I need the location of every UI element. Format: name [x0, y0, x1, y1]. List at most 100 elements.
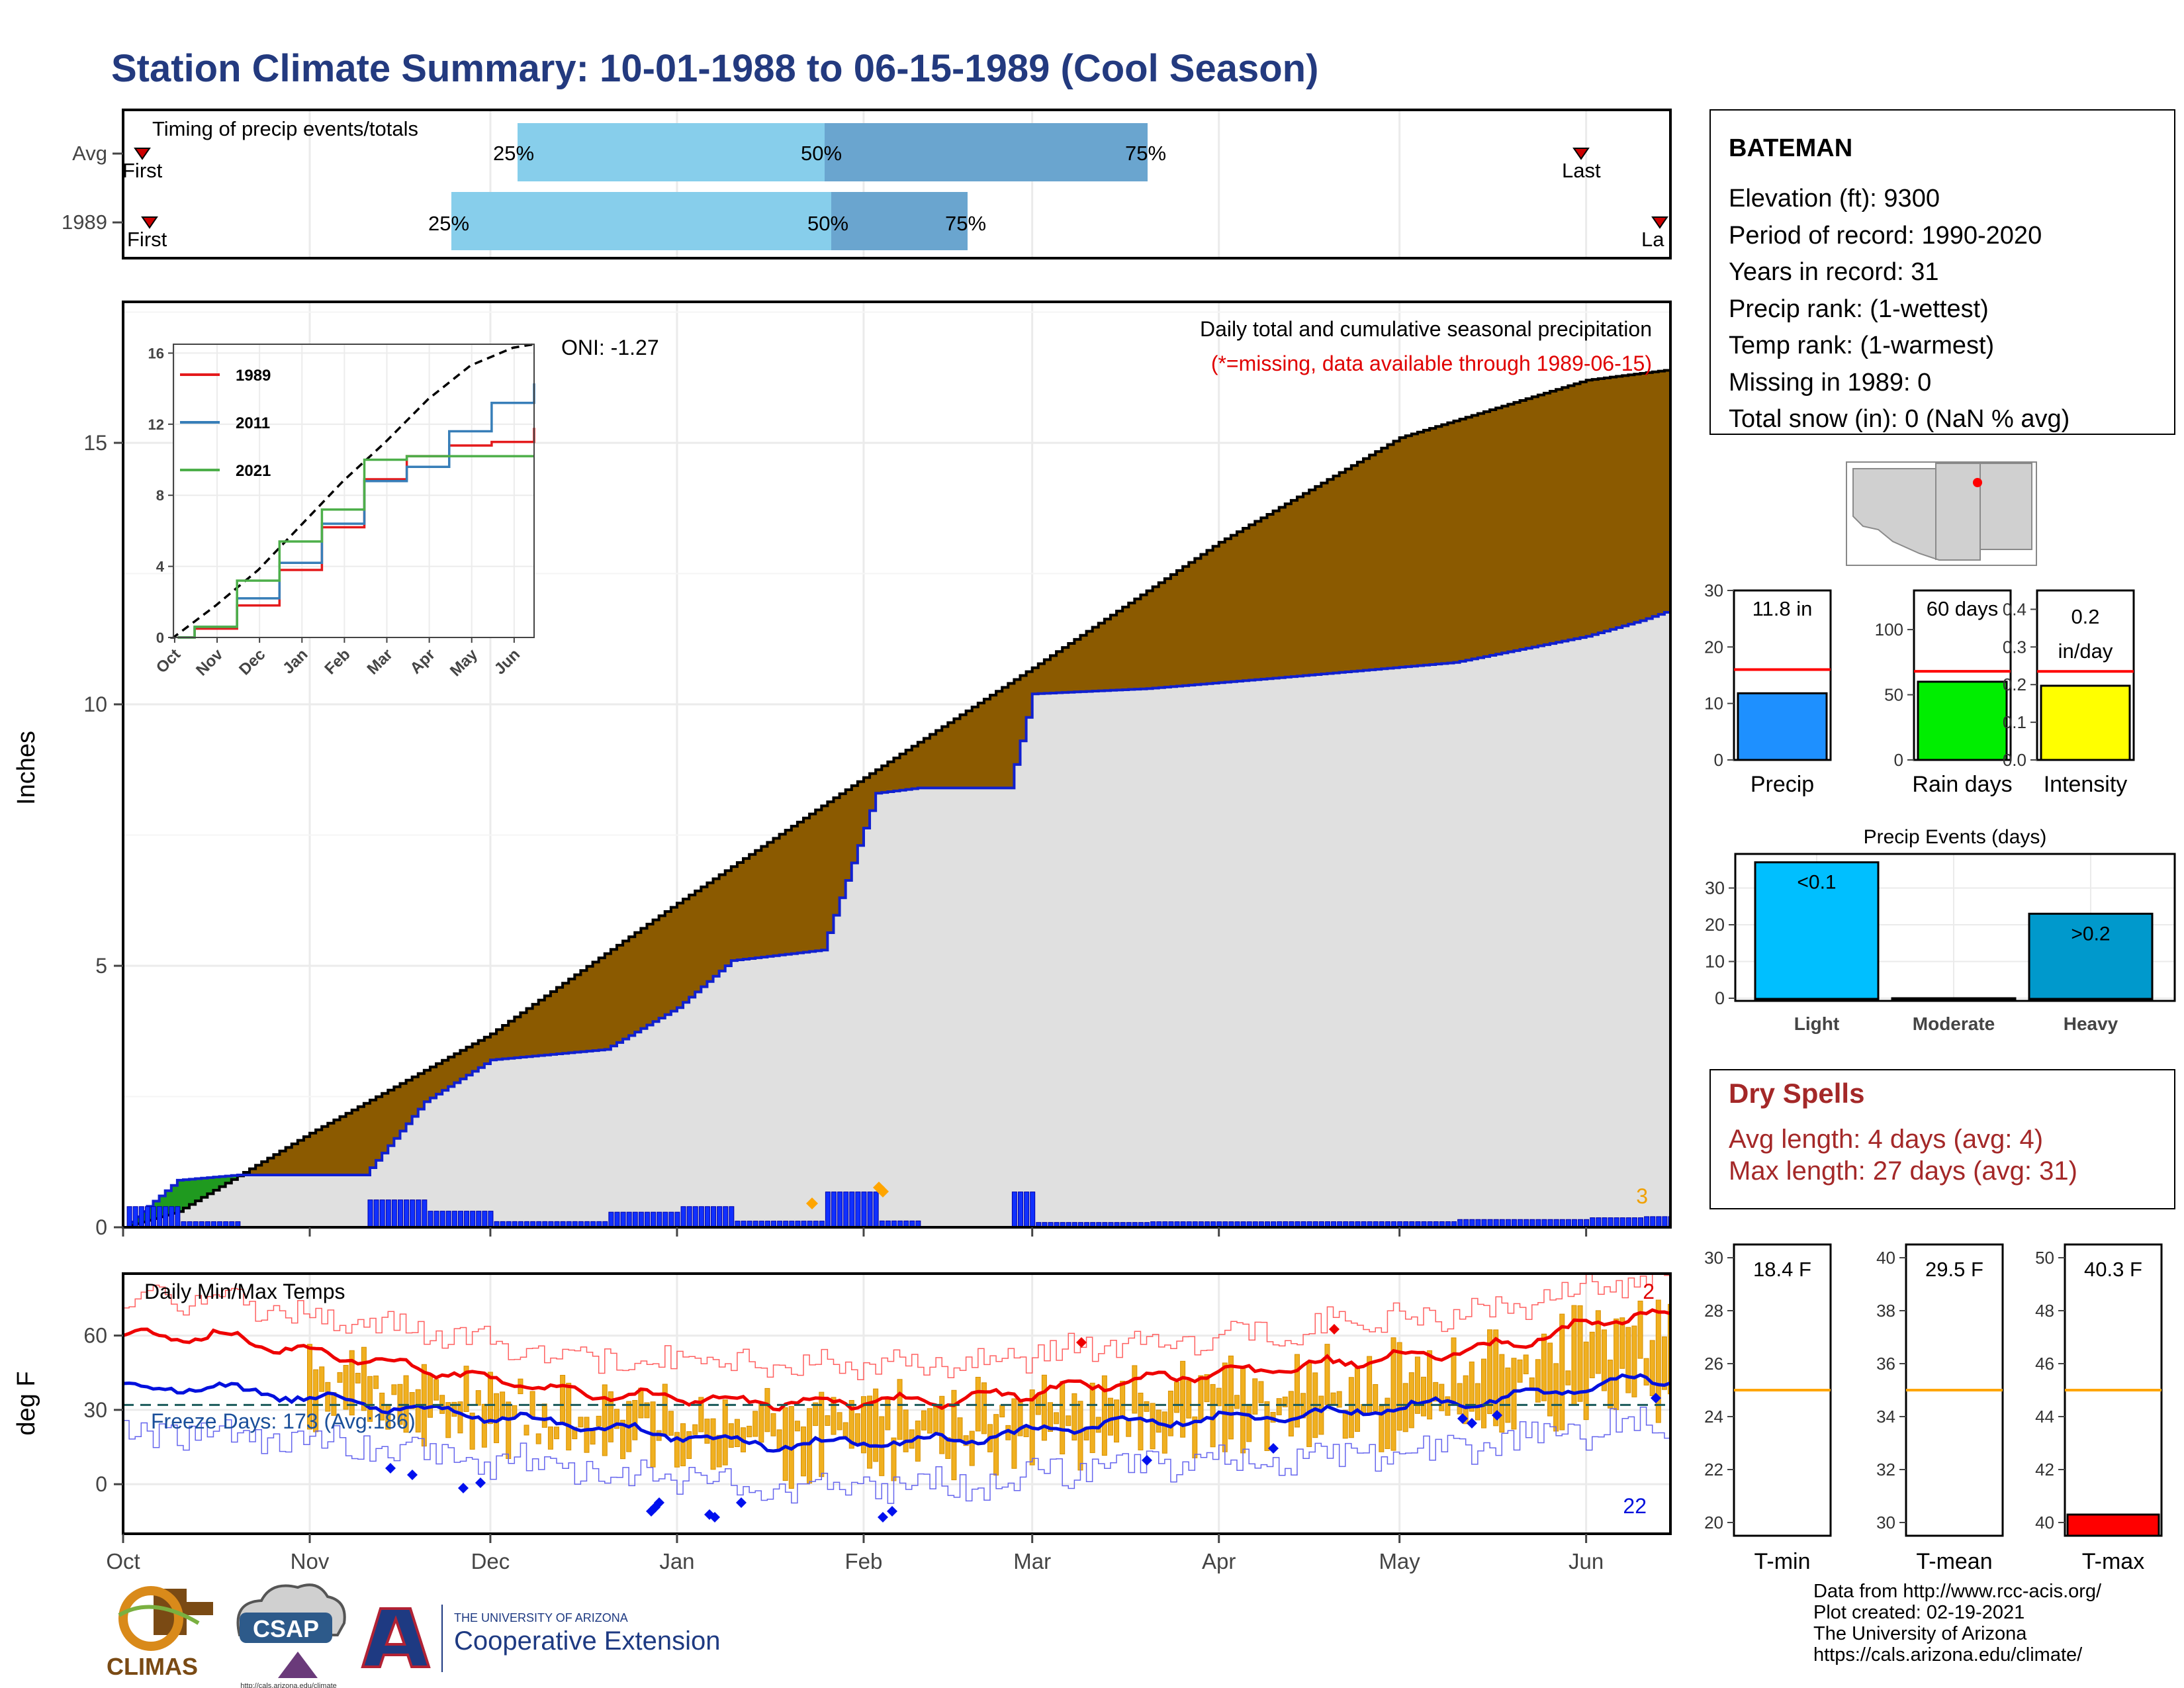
events-bar-heavy	[2028, 912, 2154, 1000]
daily-precip-bar	[217, 1221, 223, 1227]
month-tick-label: Apr	[1202, 1549, 1236, 1573]
station-line-years: Years in record: 31	[1729, 258, 1939, 286]
daily-precip-bar	[1619, 1217, 1625, 1227]
daily-precip-bar	[1451, 1221, 1457, 1227]
daily-precip-bar	[187, 1221, 193, 1227]
daily-precip-bar	[1421, 1221, 1427, 1227]
daily-precip-bar	[422, 1199, 428, 1227]
daily-temp-bar	[1294, 1354, 1300, 1428]
daily-temp-bar	[337, 1372, 343, 1383]
missing-note: (*=missing, data available through 1989-…	[1211, 352, 1652, 375]
daily-temp-bar	[1246, 1405, 1252, 1442]
daily-temp-bar	[1608, 1359, 1614, 1409]
climas-logo: CLIMAS	[107, 1586, 213, 1680]
daily-precip-bar	[1608, 1217, 1614, 1227]
temp-y-tick: 30	[83, 1398, 107, 1422]
inset-legend-label: 1989	[236, 367, 271, 385]
temp-bar-chart-t-mean: 30 32 34 36 38 40 29.5 F T-mean	[1876, 1243, 2004, 1574]
daily-temp-bar	[800, 1426, 806, 1477]
daily-temp-bar	[957, 1417, 963, 1442]
daily-temp-bar	[1487, 1329, 1493, 1415]
daily-temp-bar	[692, 1424, 698, 1435]
temp-bar-tick: 38	[1876, 1301, 1895, 1321]
daily-precip-bar	[235, 1221, 241, 1227]
daily-temp-bar	[662, 1383, 668, 1436]
daily-precip-bar	[476, 1211, 482, 1227]
temp-bar-tick: 28	[1704, 1301, 1723, 1321]
temp-count-max: 2	[1643, 1280, 1655, 1303]
daily-precip-bar	[638, 1211, 644, 1227]
daily-precip-bar	[445, 1211, 451, 1227]
temp-bar-tick: 50	[2035, 1248, 2054, 1268]
daily-precip-bar	[668, 1211, 674, 1227]
daily-precip-bar	[524, 1221, 530, 1227]
daily-precip-bar	[439, 1211, 445, 1227]
station-line-snow: Total snow (in): 0 (NaN % avg)	[1729, 405, 2070, 433]
daily-temp-bar	[1643, 1358, 1649, 1385]
timing-title: Timing of precip events/totals	[152, 117, 418, 140]
record-max-line	[123, 1274, 1670, 1380]
daily-precip-bar	[169, 1206, 175, 1227]
daily-temp-bar	[343, 1365, 349, 1410]
temp-ylabel: deg F	[13, 1371, 40, 1435]
mini-bar-label: Rain days	[1912, 772, 2012, 797]
daily-temp-bar	[837, 1412, 842, 1430]
events-category-label: Heavy	[2064, 1013, 2118, 1034]
daily-precip-bar	[1312, 1221, 1318, 1227]
mini-bar-chart-precip: 0 10 20 30 11.8 in Precip	[1704, 581, 1832, 797]
daily-temp-bar	[1126, 1420, 1132, 1437]
precip-corner-count: 3	[1636, 1184, 1648, 1208]
temp-y-tick: 0	[95, 1472, 107, 1496]
daily-temp-bar	[668, 1411, 674, 1436]
daily-precip-bar	[1433, 1221, 1439, 1227]
daily-precip-bar	[536, 1221, 542, 1227]
timing-panel: Timing of precip events/totals Avg 1989 …	[62, 109, 1672, 259]
daily-temp-bar	[1282, 1396, 1288, 1407]
daily-precip-bar	[373, 1199, 379, 1227]
daily-precip-bar	[1409, 1221, 1415, 1227]
record-low-marker	[1457, 1413, 1468, 1424]
daily-temp-bar	[1167, 1390, 1173, 1436]
daily-temp-bar	[535, 1433, 541, 1444]
daily-precip-bar	[1295, 1221, 1300, 1227]
inset-legend-label: 2011	[236, 414, 270, 432]
avg-max-line	[123, 1308, 1670, 1412]
daily-precip-bar	[590, 1221, 596, 1227]
daily-temp-bar	[1066, 1415, 1071, 1427]
daily-temp-bar	[848, 1400, 854, 1449]
daily-temp-bar	[1499, 1354, 1505, 1433]
daily-temp-bar	[367, 1376, 373, 1422]
daily-precip-bar	[1271, 1221, 1277, 1227]
daily-temp-bar	[1385, 1397, 1390, 1449]
daily-precip-bar	[837, 1192, 843, 1227]
daily-temp-bar	[1161, 1411, 1167, 1454]
daily-temp-bar	[602, 1384, 608, 1456]
daily-temp-bar	[523, 1425, 529, 1436]
daily-temp-bar	[349, 1350, 355, 1416]
daily-precip-bar	[199, 1221, 205, 1227]
station-info-box: BATEMAN Elevation (ft): 9300 Period of r…	[1709, 109, 2175, 435]
daily-temp-bar	[728, 1423, 734, 1448]
snow-marker	[877, 1186, 889, 1197]
daily-temp-bar	[734, 1419, 740, 1447]
temp-bar-value-label: 29.5 F	[1925, 1258, 1983, 1281]
daily-temp-bar	[608, 1391, 614, 1442]
daily-precip-bar	[711, 1206, 717, 1227]
daily-precip-bar	[729, 1206, 735, 1227]
daily-temp-bar	[1589, 1331, 1595, 1378]
freeze-days-label: Freeze Days: 173 (Avg:186)	[151, 1409, 416, 1433]
temp-bar-tick: 40	[2035, 1513, 2054, 1532]
daily-precip-bar	[1180, 1221, 1186, 1227]
mini-bar-tick: 0.0	[2003, 750, 2026, 770]
daily-precip-bar	[416, 1199, 422, 1227]
daily-precip-bar	[1240, 1221, 1246, 1227]
daily-temp-bar	[1637, 1300, 1643, 1359]
daily-temp-bar	[722, 1399, 728, 1466]
daily-precip-bar	[144, 1206, 150, 1227]
daily-temp-bar	[1547, 1342, 1553, 1417]
events-y-tick: 20	[1705, 915, 1725, 935]
daily-precip-bar	[825, 1192, 831, 1227]
temp-bar-tick: 44	[2035, 1407, 2054, 1427]
daily-temp-bar	[1060, 1381, 1066, 1455]
